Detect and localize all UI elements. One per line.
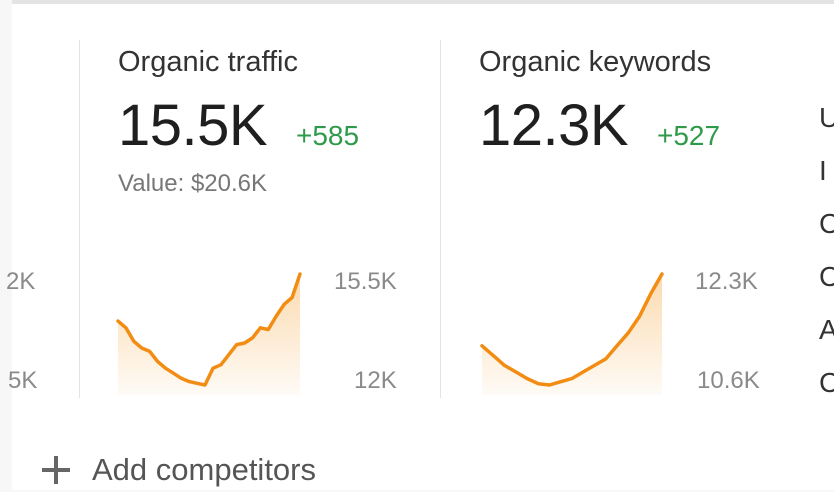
left-axis-min: 5K	[8, 367, 38, 394]
sparkline-area	[118, 274, 300, 395]
card-divider-middle	[440, 40, 441, 398]
axis-max-label: 12.3K	[695, 268, 758, 295]
dashboard-panel	[12, 0, 834, 490]
metric-subvalue: Value: $20.6K	[118, 170, 268, 197]
metric-value: 15.5K	[118, 93, 268, 158]
sparkline-line	[116, 272, 302, 387]
metric-value: 12.3K	[479, 93, 629, 158]
organic-traffic-sparkline	[116, 272, 302, 395]
organic-traffic-card[interactable]: Organic traffic 15.5K +585 Value: $20.6K…	[80, 40, 440, 398]
organic-keywords-card[interactable]: Organic keywords 12.3K +527 12.3K 10.6K	[441, 40, 801, 398]
axis-min-label: 12K	[354, 367, 397, 394]
right-column-letter: U	[819, 102, 834, 133]
add-competitors-label: Add competitors	[92, 452, 316, 487]
card-divider-left	[79, 40, 80, 398]
right-column-letter: C	[819, 208, 834, 239]
organic-keywords-sparkline	[480, 272, 664, 395]
plus-icon	[40, 454, 72, 486]
top-border	[12, 0, 834, 4]
card-title: Organic keywords	[479, 46, 712, 78]
axis-max-label: 15.5K	[334, 268, 397, 295]
right-column-letter: C	[819, 261, 834, 292]
card-title: Organic traffic	[118, 46, 298, 78]
sparkline-area	[482, 274, 662, 395]
metric-delta: +585	[296, 120, 360, 151]
right-column-letter: I	[819, 155, 827, 186]
axis-min-label: 10.6K	[697, 367, 760, 394]
right-column-letter: A	[819, 314, 834, 345]
left-axis-max: 2K	[6, 268, 36, 295]
metric-delta: +527	[657, 120, 721, 151]
right-column-letter: C	[819, 367, 834, 398]
add-competitors-button[interactable]: Add competitors	[40, 448, 316, 492]
sparkline-line	[480, 272, 664, 387]
